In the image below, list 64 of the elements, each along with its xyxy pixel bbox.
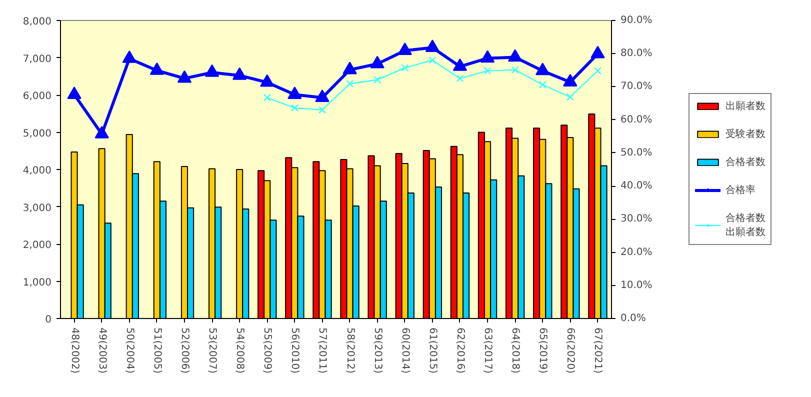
point: [177, 70, 192, 83]
x-tick-label: 51(2005): [151, 328, 162, 374]
point: [480, 50, 495, 63]
y2-tick-label: 10.0%: [620, 280, 652, 291]
y2-tick-label: 80.0%: [620, 48, 652, 60]
point: [288, 86, 302, 100]
y2-tick-label: 40.0%: [620, 180, 652, 192]
x-tick-label: 62(2016): [454, 328, 466, 374]
x-tick-label: 49(2003): [96, 328, 108, 374]
x-tick-label: 61(2015): [426, 328, 438, 374]
x-tick-label: 67(2021): [592, 328, 604, 374]
point: [122, 50, 136, 63]
y-tick-label: 7,000: [22, 54, 52, 65]
y2-tick-label: 50.0%: [620, 147, 652, 158]
x-tick-label: 66(2020): [564, 328, 576, 374]
legend-label: 合格者数: [726, 156, 766, 169]
x-tick-label: 59(2013): [372, 328, 383, 374]
y-tick-label: 2,000: [22, 240, 52, 251]
point: [260, 74, 274, 87]
point: [536, 62, 550, 76]
point: [452, 58, 468, 71]
x-tick-label: 63(2017): [482, 328, 494, 374]
point: [563, 74, 578, 86]
y-tick-label: 4,000: [22, 166, 52, 176]
point: [398, 42, 412, 55]
point: [67, 86, 82, 100]
x-tick-label: 55(2009): [262, 328, 273, 374]
x-tick-label: 60(2014): [399, 328, 410, 374]
point: [204, 64, 220, 77]
y-tick-label: 0: [45, 314, 52, 326]
x-tick-label: 52(2006): [178, 328, 190, 374]
y2-tick-label: 20.0%: [620, 246, 652, 258]
point: [232, 67, 247, 80]
point: [370, 56, 384, 68]
x-tick-label: 57(2011): [316, 328, 328, 374]
point: [315, 90, 330, 102]
y2-tick-label: 60.0%: [620, 114, 652, 126]
legend-label: 合格率: [726, 184, 756, 197]
y-tick-label: 1,000: [22, 277, 52, 288]
x-tick-label: 50(2004): [124, 328, 135, 374]
y2-tick-label: 90.0%: [620, 15, 652, 26]
x-tick-label: 56(2010): [289, 328, 300, 374]
y-tick-label: 5,000: [22, 128, 52, 140]
y2-tick-label: 30.0%: [620, 214, 652, 225]
y-tick-label: 8,000: [22, 16, 52, 28]
point: [94, 126, 109, 138]
x-tick-label: 54(2008): [234, 328, 246, 374]
point: [590, 46, 605, 58]
point: [342, 62, 357, 74]
x-tick-label: 58(2012): [344, 328, 356, 374]
legend-label: 合格者数出願者数: [726, 212, 766, 239]
point: [508, 49, 522, 62]
point: [425, 40, 440, 52]
x-tick-label: 53(2007): [206, 328, 218, 374]
y-tick-label: 3,000: [22, 202, 52, 214]
y2-tick-label: 70.0%: [620, 81, 652, 92]
x-tick-label: 48(2002): [68, 328, 80, 374]
legend-label: 受験者数: [726, 128, 766, 141]
point: [150, 62, 164, 75]
x-tick-label: 65(2019): [537, 328, 548, 374]
x-tick-label: 64(2018): [510, 328, 521, 374]
legend-label: 出願者数: [726, 100, 766, 113]
y-tick-label: 6,000: [22, 91, 52, 102]
y2-tick-label: 0.0%: [620, 313, 646, 324]
